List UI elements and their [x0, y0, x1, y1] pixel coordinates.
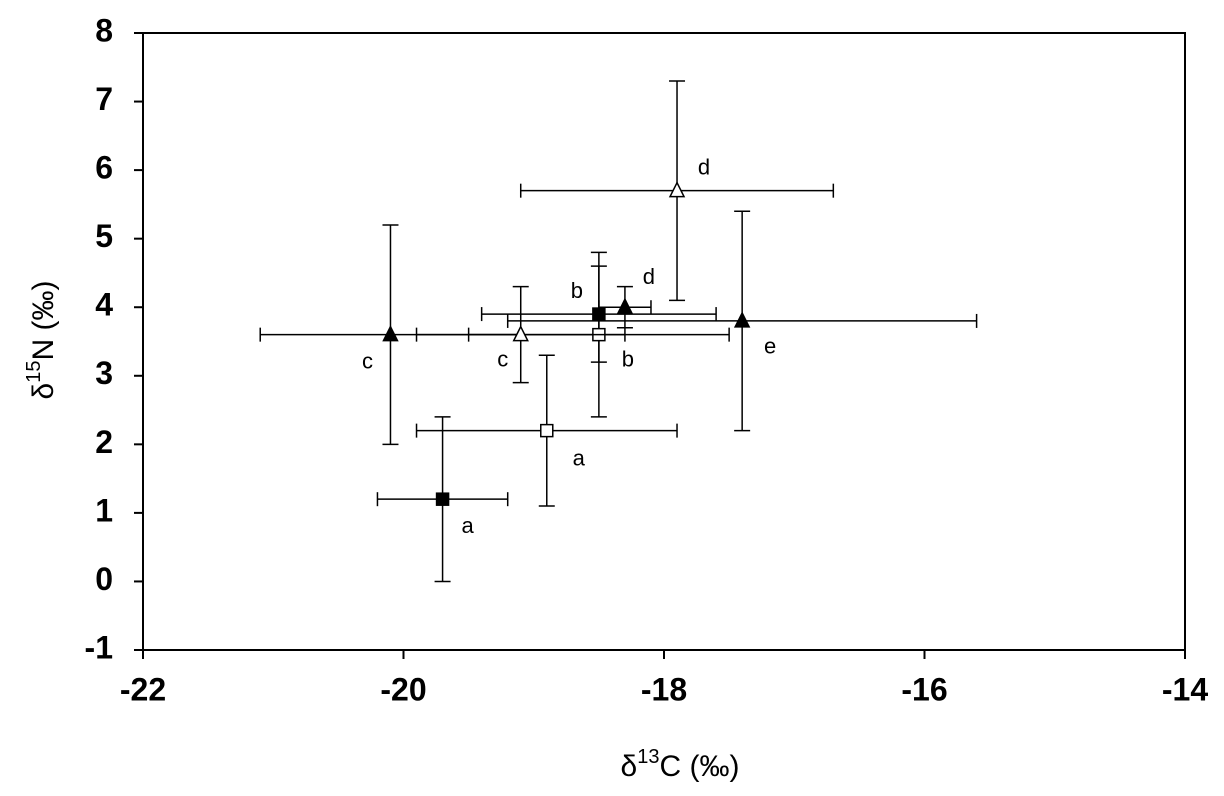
y-tick-label: 4 [95, 287, 113, 323]
y-tick-label: 3 [95, 355, 113, 391]
point [668, 181, 686, 198]
x-tick-label: -16 [901, 671, 947, 707]
point [540, 423, 554, 438]
x-label-sup: 13 [637, 746, 659, 768]
x-tick-label: -22 [120, 671, 166, 707]
y-tick-label: 7 [95, 81, 113, 117]
y-label-part: N (‰) [27, 281, 60, 361]
point-label: b [622, 346, 634, 371]
point [616, 297, 634, 314]
y-tick-label: 6 [95, 150, 113, 186]
point-label: c [362, 348, 373, 373]
point [512, 324, 529, 342]
y-label-part: δ [27, 383, 60, 400]
y-tick-label: 5 [95, 218, 113, 254]
y-tick-label: 8 [95, 12, 113, 48]
x-label-part: δ [621, 750, 638, 783]
point-label: d [643, 264, 655, 289]
y-tick-label: 2 [95, 424, 113, 460]
y-tick-label: 0 [95, 561, 113, 597]
y-tick-label: 1 [95, 492, 113, 528]
point-label: a [461, 513, 474, 538]
x-tick-label: -20 [380, 671, 426, 707]
point-label: b [571, 278, 583, 303]
point-label: a [573, 445, 586, 470]
y-axis-label: δ15N (‰) [23, 281, 60, 400]
point [435, 492, 450, 506]
y-label-sup: 15 [23, 361, 45, 383]
x-tick-label: -14 [1162, 671, 1208, 707]
point-label: e [764, 334, 776, 359]
y-tick-label: -1 [85, 629, 113, 665]
point [382, 324, 399, 342]
point [733, 311, 751, 328]
plot-frame [142, 32, 1186, 651]
x-label-part: C (‰) [659, 750, 739, 783]
x-tick-label: -18 [641, 671, 687, 707]
point-label: c [497, 346, 508, 371]
x-axis-label: δ13C (‰) [621, 746, 740, 783]
point-label: d [698, 154, 710, 179]
